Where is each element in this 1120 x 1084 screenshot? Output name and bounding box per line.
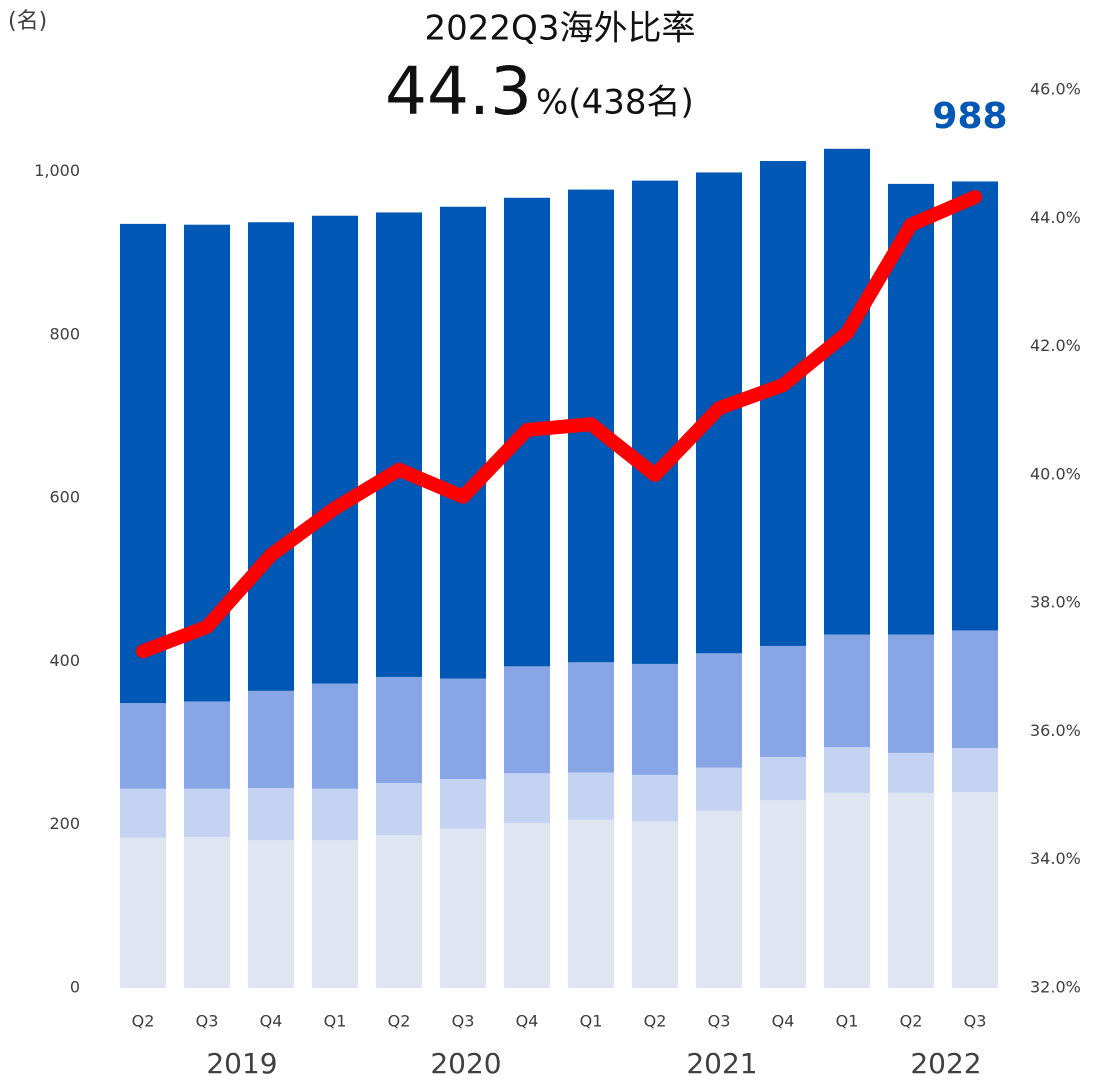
x-tick-label: Q4 xyxy=(516,1012,539,1031)
y2-tick-label: 32.0% xyxy=(1030,978,1081,997)
bar-segment xyxy=(312,215,358,684)
x-tick-label: Q4 xyxy=(772,1012,795,1031)
bar-segment xyxy=(376,676,422,784)
x-tick-label: Q2 xyxy=(900,1012,923,1031)
bar-segment xyxy=(440,678,486,780)
bar-segment xyxy=(440,206,486,679)
bar-segment xyxy=(440,828,486,988)
y-tick-label: 800 xyxy=(49,324,80,343)
y-tick-label: 1,000 xyxy=(34,161,80,180)
bar-segment xyxy=(760,645,806,757)
bar-segment xyxy=(824,747,870,793)
x-tick-label: Q3 xyxy=(964,1012,987,1031)
bar-segment xyxy=(824,792,870,988)
bar-segment xyxy=(376,835,422,988)
bar-segment xyxy=(120,223,166,704)
y-tick-label: 200 xyxy=(49,814,80,833)
bar-segment xyxy=(248,222,294,691)
y2-tick-label: 40.0% xyxy=(1030,464,1081,483)
headline-value: 44.3 xyxy=(385,53,532,130)
bar-segment xyxy=(376,783,422,836)
bar-segment xyxy=(120,837,166,988)
bar-segment xyxy=(312,788,358,841)
year-label: 2022 xyxy=(910,1047,981,1080)
x-tick-label: Q2 xyxy=(644,1012,667,1031)
bar-segment xyxy=(120,788,166,838)
bar-segment xyxy=(952,630,998,748)
bar-segment xyxy=(376,212,422,677)
chart-title: 2022Q3海外比率 xyxy=(425,9,696,49)
bar-segment xyxy=(696,653,742,768)
x-tick-label: Q1 xyxy=(580,1012,603,1031)
bar-segment xyxy=(760,756,806,801)
x-tick-label: Q3 xyxy=(196,1012,219,1031)
bar-segment xyxy=(504,823,550,988)
bar-segment xyxy=(888,634,934,753)
y-unit-label: (名) xyxy=(8,9,47,34)
x-tick-label: Q3 xyxy=(708,1012,731,1031)
bar-segment xyxy=(184,836,230,988)
bar-segment xyxy=(888,752,934,793)
x-tick-label: Q4 xyxy=(260,1012,283,1031)
y2-tick-label: 42.0% xyxy=(1030,336,1081,355)
x-tick-label: Q1 xyxy=(836,1012,859,1031)
bar-segment xyxy=(632,821,678,988)
y-tick-label: 600 xyxy=(49,488,80,507)
bar-segment xyxy=(248,840,294,988)
x-tick-label: Q3 xyxy=(452,1012,475,1031)
bar-segment xyxy=(120,703,166,789)
bar-segment xyxy=(248,690,294,788)
bar-segment xyxy=(184,701,230,789)
y2-tick-label: 44.0% xyxy=(1030,208,1081,227)
bar-segment xyxy=(888,792,934,988)
y-tick-label: 400 xyxy=(49,651,80,670)
bar-segment xyxy=(760,800,806,988)
bar-segment xyxy=(696,767,742,811)
bar-segment xyxy=(696,810,742,988)
headline-suffix: %(438名) xyxy=(536,83,694,123)
ratio-line xyxy=(136,190,982,659)
bar-segment xyxy=(568,662,614,773)
y2-tick-label: 38.0% xyxy=(1030,593,1081,612)
x-tick-label: Q1 xyxy=(324,1012,347,1031)
y2-tick-label: 46.0% xyxy=(1030,80,1081,99)
y2-tick-label: 36.0% xyxy=(1030,721,1081,740)
bar-segment xyxy=(568,772,614,820)
y2-tick-label: 34.0% xyxy=(1030,849,1081,868)
bar-segment xyxy=(568,819,614,988)
year-label: 2021 xyxy=(686,1047,757,1080)
bar-segment xyxy=(824,148,870,635)
x-tick-label: Q2 xyxy=(388,1012,411,1031)
bar-segment xyxy=(632,663,678,775)
bar-segment xyxy=(312,683,358,789)
bar-segment xyxy=(952,181,998,631)
bar-segment xyxy=(632,180,678,664)
bar-segment xyxy=(504,666,550,774)
bar-segment xyxy=(952,792,998,988)
y-tick-label: 0 xyxy=(70,978,80,997)
bar-segment xyxy=(312,840,358,988)
bar-segment xyxy=(504,773,550,824)
x-tick-label: Q2 xyxy=(132,1012,155,1031)
bar-segment xyxy=(760,161,806,646)
bar-segment xyxy=(824,634,870,748)
bar-segment xyxy=(440,779,486,829)
year-label: 2019 xyxy=(206,1047,277,1080)
year-label: 2020 xyxy=(430,1047,501,1080)
bar-segment xyxy=(952,747,998,793)
bar-segment xyxy=(248,787,294,841)
bar-segment xyxy=(184,788,230,837)
bar-segment xyxy=(632,774,678,822)
total-annotation: 988 xyxy=(932,96,1007,137)
